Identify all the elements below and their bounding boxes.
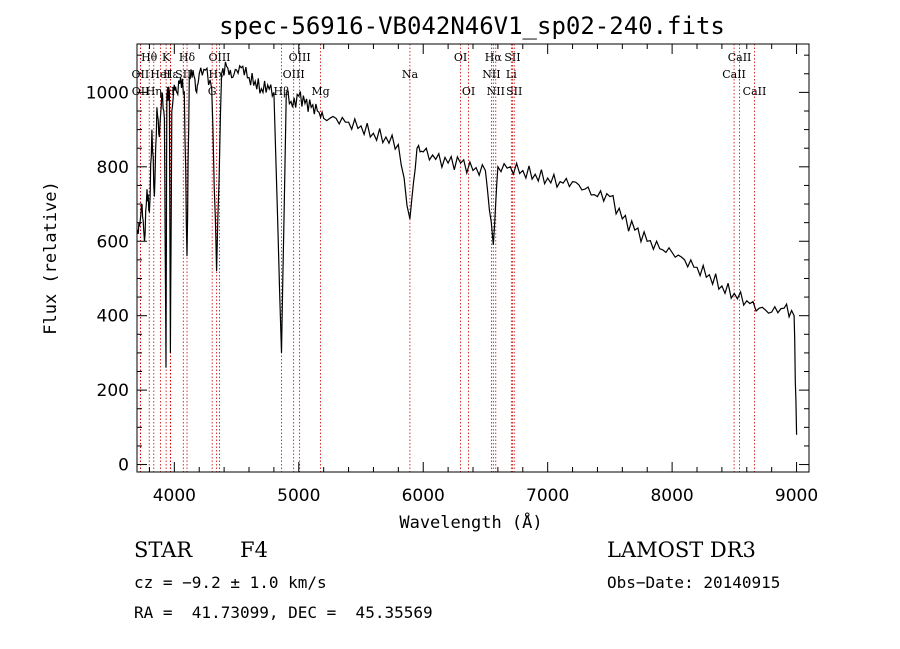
line-label-3: Hη [146, 85, 162, 98]
x-tick-label-0: 4000 [153, 486, 196, 506]
line-label-0: Hθ [141, 51, 158, 64]
line-label-6: H [166, 85, 176, 98]
obs-date: Obs−Date: 20140915 [607, 573, 781, 592]
object-class: STAR [134, 538, 193, 562]
line-label-20: Hα [485, 51, 503, 64]
line-label-22: NII [487, 85, 505, 98]
line-label-13: OIII [289, 51, 311, 64]
y-tick-label-3: 600 [97, 232, 129, 252]
redshift-text: cz = −9.2 ± 1.0 km/s [134, 573, 327, 592]
line-label-5: K [162, 51, 171, 64]
chart-title: spec-56916-VB042N46V1_sp02-240.fits [219, 12, 725, 40]
spectral-line-markers [139, 44, 755, 472]
x-axis-label: Wavelength (Å) [399, 511, 542, 533]
line-label-18: OI [454, 51, 467, 64]
line-label-21: NII [482, 68, 500, 81]
y-tick-label-0: 0 [118, 456, 129, 476]
x-tick-label-1: 5000 [277, 486, 320, 506]
object-subclass: F4 [240, 538, 268, 562]
y-tick-label-1: 200 [97, 381, 129, 401]
line-label-17: Na [402, 68, 419, 81]
x-tick-label-3: 7000 [526, 486, 569, 506]
line-label-16: Mg [311, 85, 329, 98]
line-label-7: Hε [163, 68, 179, 81]
line-label-25: SII [506, 85, 522, 98]
x-tick-label-5: 9000 [775, 486, 818, 506]
y-axis-label: Flux (relative) [41, 181, 61, 335]
y-tick-label-4: 800 [97, 158, 129, 178]
line-label-8: SII [175, 68, 191, 81]
survey-name: LAMOST DR3 [607, 538, 756, 562]
line-label-2: OII [132, 85, 150, 98]
line-label-14: OIII [283, 68, 305, 81]
line-label-10: OIII [208, 51, 230, 64]
line-label-4: HeI [150, 68, 170, 81]
y-tick-label-2: 400 [97, 307, 129, 327]
line-label-1: OII [132, 68, 150, 81]
plot-frame [136, 43, 810, 473]
line-label-27: CaII [722, 68, 746, 81]
x-tick-label-2: 6000 [402, 486, 445, 506]
line-label-19: OI [462, 85, 475, 98]
line-label-9: Hδ [179, 51, 196, 64]
line-label-28: CaII [743, 85, 767, 98]
y-tick-label-5: 1000 [86, 83, 129, 103]
axis-ticks: 4000 5000 6000 7000 8000 9000 0 200 400 600 800 100… [86, 44, 818, 506]
line-label-26: CaII [728, 51, 752, 64]
coordinates-text: RA = 41.73099, DEC = 45.35569 [134, 603, 433, 622]
x-tick-label-4: 8000 [650, 486, 693, 506]
line-label-23: SII [504, 51, 520, 64]
line-label-15: Hβ [274, 85, 290, 98]
spectrum-line [136, 61, 798, 435]
line-label-24: Li [506, 68, 517, 81]
